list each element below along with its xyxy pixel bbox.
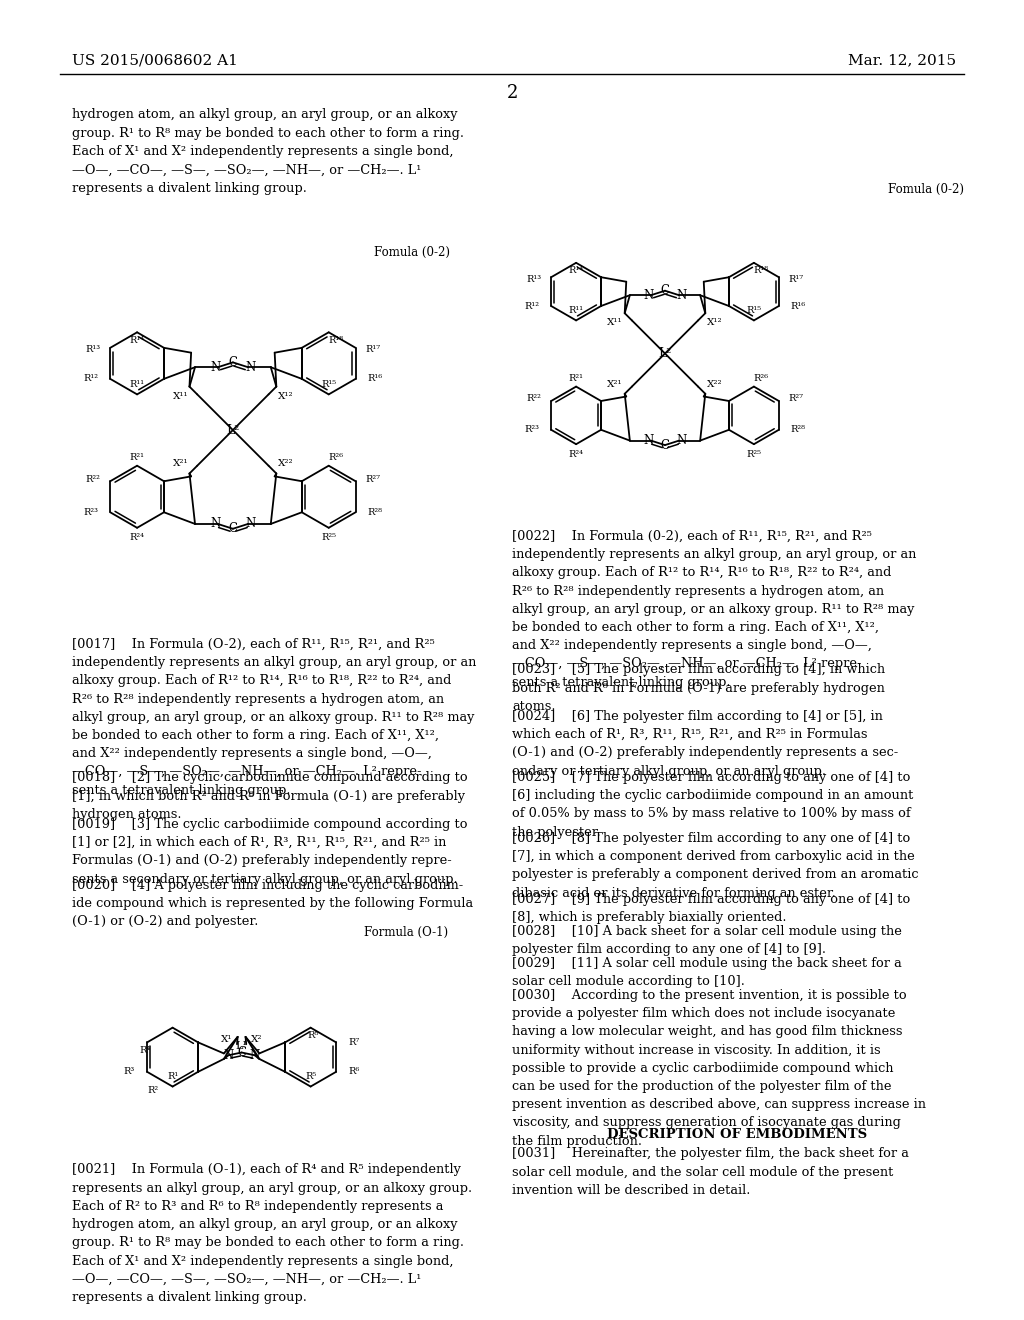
Text: R³: R³	[124, 1068, 135, 1076]
Text: Fomula (0-2): Fomula (0-2)	[888, 183, 964, 195]
Text: Fomula (0-2): Fomula (0-2)	[374, 246, 450, 259]
Text: R²⁷: R²⁷	[788, 395, 804, 404]
Text: X¹²: X¹²	[708, 318, 723, 327]
Text: X¹: X¹	[221, 1035, 232, 1044]
Text: R²⁴: R²⁴	[568, 450, 584, 458]
Text: [0021]    In Formula (O-1), each of R⁴ and R⁵ independently
represents an alkyl : [0021] In Formula (O-1), each of R⁴ and …	[72, 1163, 472, 1304]
Text: N: N	[644, 289, 654, 302]
Text: C: C	[228, 523, 238, 536]
Text: C: C	[660, 438, 670, 451]
Text: [0017]    In Formula (O-2), each of R¹¹, R¹⁵, R²¹, and R²⁵
independently represe: [0017] In Formula (O-2), each of R¹¹, R¹…	[72, 638, 476, 796]
Text: [0025]    [7] The polyester film according to any one of [4] to
[6] including th: [0025] [7] The polyester film according …	[512, 771, 913, 838]
Text: [0022]    In Formula (0-2), each of R¹¹, R¹⁵, R²¹, and R²⁵
independently represe: [0022] In Formula (0-2), each of R¹¹, R¹…	[512, 531, 916, 689]
Text: N: N	[250, 1049, 260, 1061]
Text: R²⁵: R²⁵	[746, 450, 762, 458]
Text: R⁸: R⁸	[307, 1031, 318, 1040]
Text: R²²: R²²	[85, 475, 100, 483]
Text: N: N	[676, 434, 686, 447]
Text: R²⁴: R²⁴	[130, 533, 144, 543]
Text: R¹⁶: R¹⁶	[368, 375, 383, 383]
Text: [0028]    [10] A back sheet for a solar cell module using the
polyester film acc: [0028] [10] A back sheet for a solar cel…	[512, 925, 902, 956]
Text: R²²: R²²	[526, 395, 541, 404]
Text: R¹¹: R¹¹	[129, 380, 144, 389]
Text: US 2015/0068602 A1: US 2015/0068602 A1	[72, 53, 238, 67]
Text: [0023]    [5] The polyester film according to [4], in which
both R² and R⁶ in Fo: [0023] [5] The polyester film according …	[512, 664, 885, 713]
Text: R²¹: R²¹	[568, 374, 584, 383]
Text: Formula (O-1): Formula (O-1)	[364, 925, 449, 939]
Text: R²⁸: R²⁸	[791, 425, 806, 434]
Text: R¹⁶: R¹⁶	[791, 301, 806, 310]
Text: [0018]    [2] The cyclic carbodiimide compound according to
[1], in which both R: [0018] [2] The cyclic carbodiimide compo…	[72, 771, 468, 821]
Text: C: C	[660, 284, 670, 297]
Text: [0026]    [8] The polyester film according to any one of [4] to
[7], in which a : [0026] [8] The polyester film according …	[512, 832, 919, 900]
Text: DESCRIPTION OF EMBODIMENTS: DESCRIPTION OF EMBODIMENTS	[607, 1127, 867, 1140]
Text: R¹⁷: R¹⁷	[788, 275, 804, 284]
Text: X²¹: X²¹	[607, 380, 623, 389]
Text: R²⁸: R²⁸	[368, 508, 383, 516]
Text: R¹⁴: R¹⁴	[568, 267, 584, 276]
Text: R²⁷: R²⁷	[366, 475, 381, 483]
Text: [0020]    [4] A polyester film including the cyclic carbodiim-
ide compound whic: [0020] [4] A polyester film including th…	[72, 879, 473, 928]
Text: N: N	[211, 360, 221, 374]
Text: R¹³: R¹³	[526, 275, 541, 284]
Text: [0029]    [11] A solar cell module using the back sheet for a
solar cell module : [0029] [11] A solar cell module using th…	[512, 957, 902, 989]
Text: X¹¹: X¹¹	[607, 318, 623, 327]
Text: C: C	[228, 356, 238, 368]
Text: R¹²: R¹²	[524, 301, 540, 310]
Text: R¹⁸: R¹⁸	[329, 335, 344, 345]
Text: R⁵: R⁵	[305, 1072, 316, 1081]
Text: R⁶: R⁶	[348, 1068, 359, 1076]
Text: R¹³: R¹³	[85, 346, 100, 354]
Text: N: N	[211, 517, 221, 531]
Text: R¹¹: R¹¹	[568, 306, 584, 315]
Text: X²¹: X²¹	[173, 459, 188, 469]
Text: N: N	[223, 1049, 233, 1061]
Text: R²¹: R²¹	[130, 453, 144, 462]
Text: L²: L²	[226, 424, 240, 437]
Text: L²: L²	[658, 347, 672, 360]
Text: R¹: R¹	[167, 1072, 178, 1081]
Text: [0031]    Hereinafter, the polyester film, the back sheet for a
solar cell modul: [0031] Hereinafter, the polyester film, …	[512, 1147, 909, 1197]
Text: X¹²: X¹²	[278, 392, 293, 401]
Text: X²: X²	[251, 1035, 262, 1044]
Text: X²²: X²²	[708, 380, 723, 389]
Text: N: N	[644, 434, 654, 447]
Text: R¹⁸: R¹⁸	[754, 267, 769, 276]
Text: hydrogen atom, an alkyl group, an aryl group, or an alkoxy
group. R¹ to R⁸ may b: hydrogen atom, an alkyl group, an aryl g…	[72, 108, 464, 195]
Text: R¹⁴: R¹⁴	[129, 335, 144, 345]
Text: [0027]    [9] The polyester film according to any one of [4] to
[8], which is pr: [0027] [9] The polyester film according …	[512, 894, 910, 924]
Text: Mar. 12, 2015: Mar. 12, 2015	[848, 53, 956, 67]
Text: N: N	[245, 360, 255, 374]
Text: N: N	[245, 517, 255, 531]
Text: [0030]    According to the present invention, it is possible to
provide a polyes: [0030] According to the present inventio…	[512, 989, 926, 1147]
Text: R²⁶: R²⁶	[754, 374, 769, 383]
Text: [0024]    [6] The polyester film according to [4] or [5], in
which each of R¹, R: [0024] [6] The polyester film according …	[512, 710, 898, 777]
Text: N: N	[676, 289, 686, 302]
Text: R²: R²	[147, 1086, 159, 1096]
Text: L¹: L¹	[236, 1041, 248, 1051]
Text: X²²: X²²	[278, 459, 293, 469]
Text: X¹¹: X¹¹	[173, 392, 188, 401]
Text: 2: 2	[506, 84, 518, 102]
Text: R²⁵: R²⁵	[322, 533, 336, 543]
Text: R²³: R²³	[83, 508, 98, 516]
Text: [0019]    [3] The cyclic carbodiimide compound according to
[1] or [2], in which: [0019] [3] The cyclic carbodiimide compo…	[72, 818, 468, 886]
Text: R⁴: R⁴	[139, 1045, 151, 1055]
Text: R¹²: R¹²	[83, 375, 98, 383]
Text: R⁷: R⁷	[348, 1038, 359, 1047]
Text: C: C	[238, 1045, 246, 1059]
Text: R¹⁵: R¹⁵	[746, 306, 762, 315]
Text: R¹⁷: R¹⁷	[366, 346, 381, 354]
Text: R²⁶: R²⁶	[329, 453, 344, 462]
Text: R²³: R²³	[524, 425, 540, 434]
Text: R¹⁵: R¹⁵	[322, 380, 336, 389]
